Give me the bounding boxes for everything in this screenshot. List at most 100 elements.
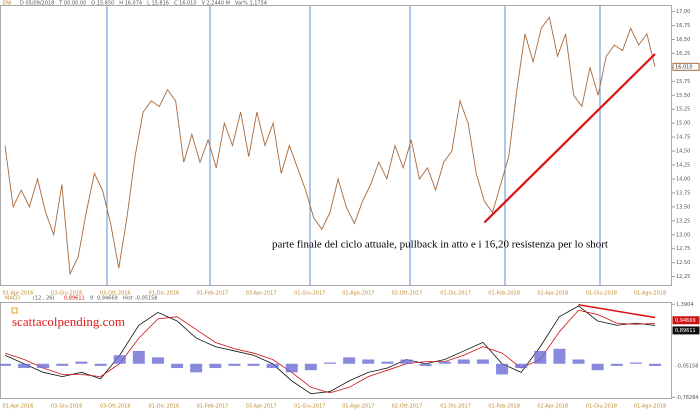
hist-bar [285,363,298,373]
hist-bar [266,363,279,369]
hist-bar [438,361,451,364]
y-tick-label: 14,50 [676,149,690,155]
icon [11,307,18,314]
x-tick-label: 01-Ago-2017 [342,404,374,410]
header-field: L 15,816 [147,1,169,7]
hist-bar [228,363,241,366]
hist-bar [132,350,145,364]
macd-frame [0,302,672,399]
y-tick-label: -0,78284 [676,395,698,401]
hist-value: -0,05158 [135,296,157,302]
hist-bar [476,359,489,364]
y-tick-label: 15,00 [676,121,690,127]
hist-bar [649,363,661,366]
hist-bar [37,363,50,369]
x-tick-label: 01-Ago-2017 [342,291,374,297]
hist-bar [304,363,317,371]
y-tick-label: 13,50 [676,204,690,210]
x-tick-label: 03-Ott-2016 [100,404,131,410]
macd-params: (12 , 26) [33,296,54,302]
header-field: C 16,010 [174,1,197,7]
y-tick-label: 16,75 [676,23,690,29]
y-tick-label: 12,50 [676,260,690,266]
hist-bar [113,355,126,364]
x-tick-label: 03-Apr-2017 [246,291,277,297]
y-tick-label: 17,00 [676,9,690,15]
hist-bar [209,363,222,369]
signal-period: 9 [90,296,93,302]
symbol: ENI [3,1,11,7]
y-tick-label: 14,75 [676,135,690,141]
y-tick-label: 15,75 [676,79,690,85]
hist-bar [591,363,604,371]
hist-bar [629,362,642,364]
last-value-label: 0,89611 [675,328,696,334]
last-value-box [672,62,700,71]
header-field: D 05/09/2018 [20,1,54,7]
x-tick-label: 02-Ott-2017 [392,404,423,410]
hist-bar [362,359,375,364]
hist-bar [457,359,470,364]
x-tick-label: 01-Dic-2016 [149,291,180,297]
hist-bar [610,363,623,366]
y-tick-label: 12,25 [676,274,690,280]
y-tick-label: 1,3904 [676,302,694,308]
hist-bar [553,348,566,364]
annotation: parte finale del ciclo attuale, pullback… [272,239,608,251]
x-tick-label: 01-Dic-2017 [440,404,471,410]
x-tick-label: 01-Giu-2017 [294,404,325,410]
x-tick-label: 01-Feb-2018 [488,291,520,297]
y-tick-label: 13,25 [676,218,690,224]
x-tick-label: 01-Giu-2018 [586,404,617,410]
trendline [578,303,656,319]
hist-bar [400,359,413,364]
x-tick-label: 01-Ago-2018 [634,291,666,297]
y-tick-label: 16,25 [676,51,690,57]
x-tick-label: 01-Giu-2017 [294,291,325,297]
hist-last-label: -0,05158 [676,363,698,369]
watermark: scattacolpending.com [12,314,125,329]
hist-bar [572,359,585,364]
macd-value: 0,89611 [64,296,85,302]
x-tick-label: 01-Ago-2018 [634,404,666,410]
x-tick-label: 01-Feb-2018 [488,404,520,410]
x-tick-label: 01-Feb-2017 [197,291,229,297]
x-tick-label: 01-Feb-2017 [197,404,229,410]
x-tick-label: 01-Apr-2016 [3,291,34,297]
y-tick-label: 14,00 [676,176,690,182]
x-tick-label: 01-Dic-2016 [149,404,180,410]
hist-bar [534,350,547,364]
hist-name: Hist [123,296,133,302]
y-tick-label: 16,50 [676,37,690,43]
signal-value: 0,94669 [97,296,118,302]
hist-bar [75,361,88,364]
series-line [4,305,656,395]
hist-bar [381,361,394,364]
x-tick-label: 03-Apr-2017 [246,404,277,410]
y-tick-label: 12,75 [676,246,690,252]
x-tick-label: 02-Ott-2017 [392,291,423,297]
header-field: H 16,074 [119,1,142,7]
hist-bar [324,362,336,364]
series-line [4,309,656,394]
last-value-box [672,326,700,335]
x-tick-label: 02-Apr-2018 [537,291,568,297]
x-tick-label: 03-Giu-2016 [51,404,82,410]
price-frame [0,5,672,286]
y-tick-label: 15,50 [676,93,690,99]
y-tick-label: 13,00 [676,232,690,238]
hist-bar [343,357,356,364]
x-tick-label: 03-Giu-2016 [51,291,82,297]
hist-bar [94,363,107,366]
macd-name: MACD [5,296,20,302]
trendline [483,53,656,224]
hist-bar [18,363,31,369]
hist-bar [419,363,432,366]
header-field: V 2,2440 M [202,1,230,7]
last-value-label: 0,94669 [675,318,696,324]
series-line [4,16,656,276]
hist-bar [496,363,509,375]
x-tick-label: 02-Apr-2018 [537,404,568,410]
